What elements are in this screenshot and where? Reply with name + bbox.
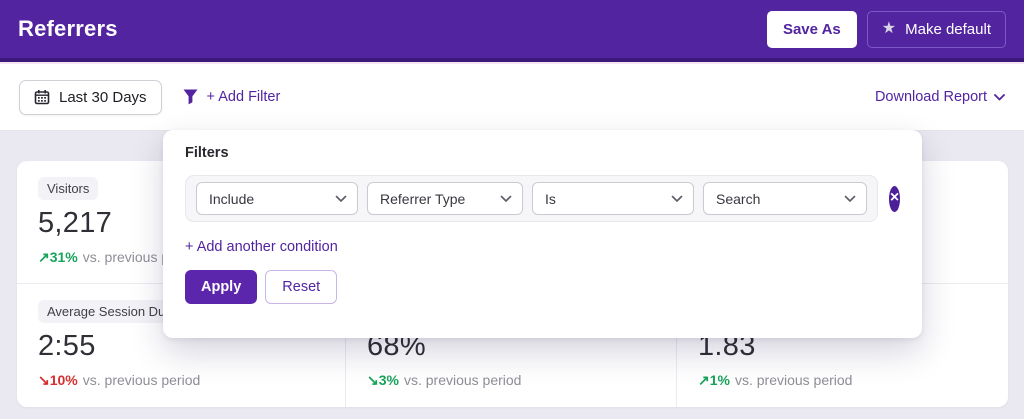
star-icon: ★ (881, 20, 897, 37)
trend-down-icon: ↘ (367, 372, 379, 388)
filter-operator-value: Is (545, 190, 556, 207)
add-filter-label: + Add Filter (206, 89, 281, 105)
stat-label-badge: Visitors (38, 177, 99, 200)
trend-up-icon: ↗ (698, 372, 710, 388)
header-divider (0, 58, 1024, 62)
filters-popup-title: Filters (185, 145, 229, 161)
calendar-icon (34, 89, 50, 105)
apply-button[interactable]: Apply (185, 270, 258, 304)
chevron-down-icon (671, 195, 683, 203)
filter-field-value: Referrer Type (380, 190, 466, 207)
filter-clause-select[interactable]: Include (196, 182, 358, 215)
header-divider-light (0, 62, 1024, 64)
save-as-button[interactable]: Save As (766, 10, 857, 48)
header-actions: Save As ★ Make default (766, 10, 1006, 48)
make-default-label: Make default (905, 20, 991, 38)
date-range-label: Last 30 Days (59, 88, 147, 106)
filter-clause-value: Include (209, 190, 255, 207)
chevron-down-icon (994, 93, 1005, 101)
filter-value-select[interactable]: Search (703, 182, 867, 215)
stat-value: 5,217 (38, 207, 113, 239)
filters-popup: Filters Include Referrer Type Is Search (163, 130, 922, 338)
chevron-down-icon (844, 195, 856, 203)
filter-operator-select[interactable]: Is (532, 182, 694, 215)
reset-button[interactable]: Reset (265, 270, 338, 304)
add-another-condition-link[interactable]: + Add another condition (185, 239, 338, 255)
filters-popup-buttons: Apply Reset (185, 270, 900, 304)
date-range-button[interactable]: Last 30 Days (19, 79, 162, 115)
filter-condition-group: Include Referrer Type Is Search (185, 175, 878, 222)
filter-value-value: Search (716, 190, 761, 207)
toolbar: Last 30 Days + Add Filter Download Repor… (0, 64, 1024, 131)
page-title: Referrers (18, 16, 118, 41)
chevron-down-icon (335, 195, 347, 203)
delta-suffix: vs. previous period (403, 372, 522, 388)
funnel-icon (183, 89, 198, 105)
filter-field-select[interactable]: Referrer Type (367, 182, 523, 215)
header-bar: Referrers Save As ★ Make default (0, 0, 1024, 58)
stat-delta: ↘3% vs. previous period (367, 372, 522, 388)
stat-value: 2:55 (38, 330, 96, 362)
trend-down-icon: ↘ (38, 372, 50, 388)
filter-condition-row: Include Referrer Type Is Search × (185, 175, 900, 222)
x-icon: × (889, 188, 900, 206)
remove-condition-button[interactable]: × (889, 185, 900, 212)
delta-suffix: vs. previous period (82, 372, 201, 388)
chevron-down-icon (500, 195, 512, 203)
delta-suffix: vs. previous period (734, 372, 853, 388)
stat-delta: ↘10% vs. previous period (38, 372, 201, 388)
download-report-label: Download Report (874, 89, 987, 105)
trend-up-icon: ↗ (38, 249, 50, 265)
toolbar-left: Last 30 Days + Add Filter (19, 79, 281, 115)
stat-delta: ↗1% vs. previous period (698, 372, 853, 388)
make-default-button[interactable]: ★ Make default (866, 10, 1006, 48)
add-filter-button[interactable]: + Add Filter (183, 89, 281, 105)
download-report-button[interactable]: Download Report (875, 89, 1005, 105)
